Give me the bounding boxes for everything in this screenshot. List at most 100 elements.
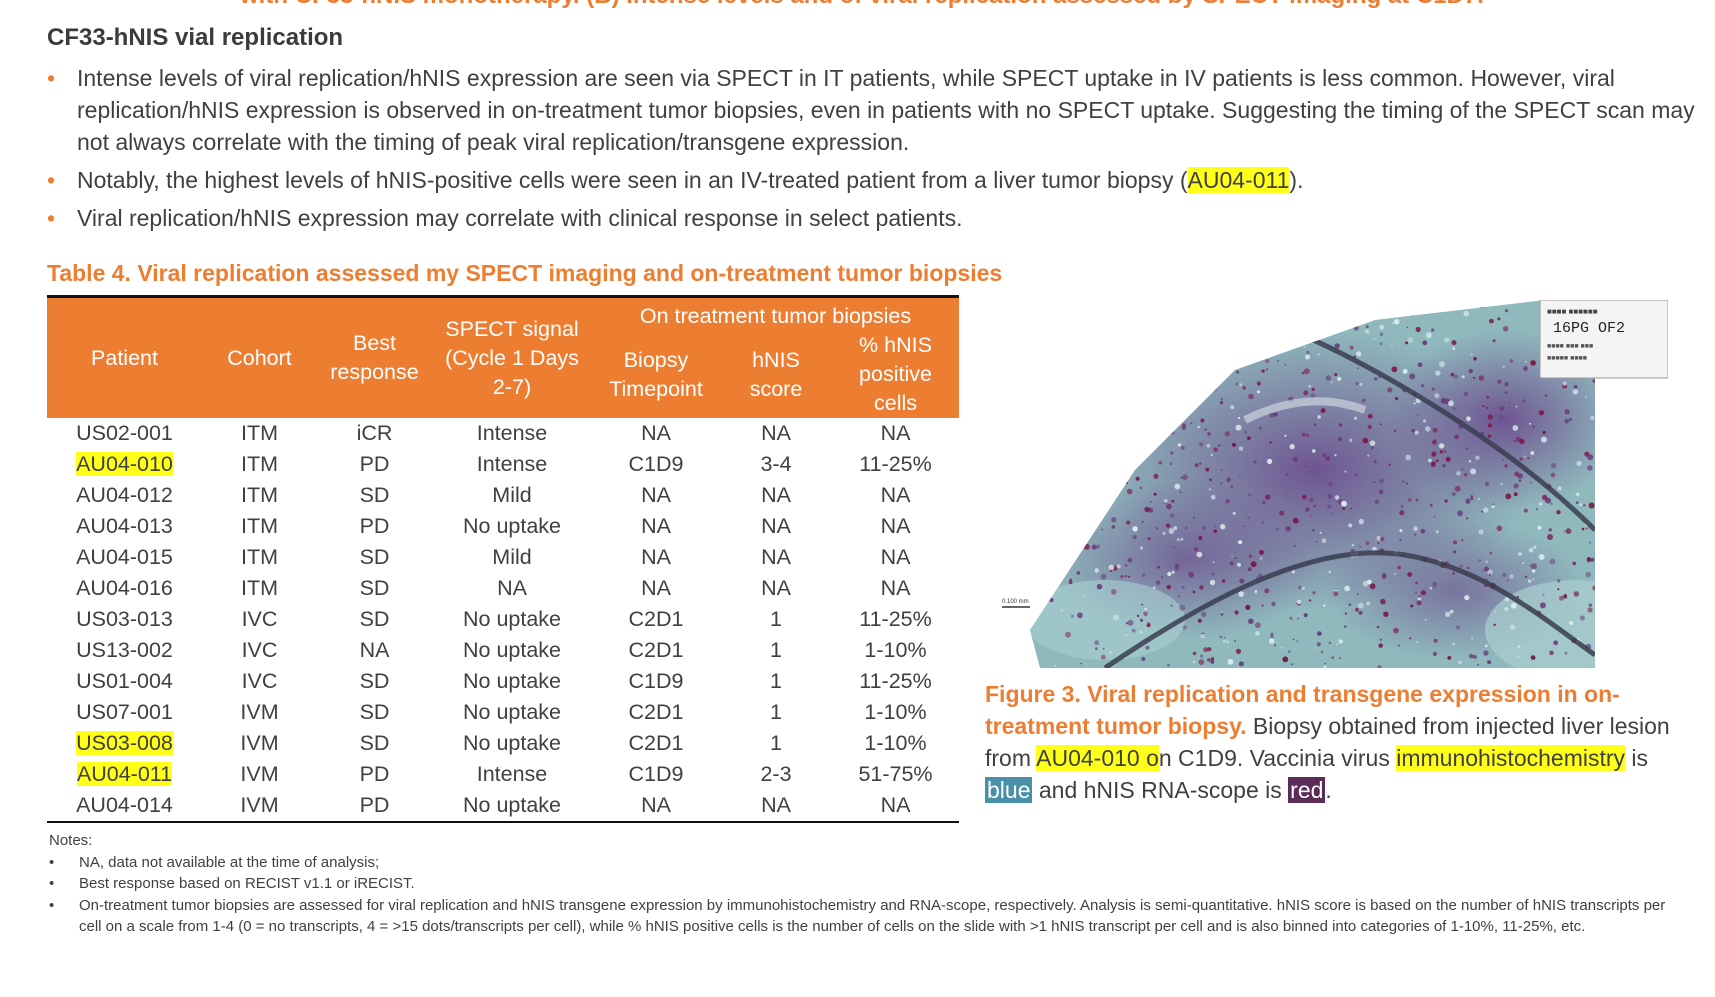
stain-speckle bbox=[1209, 579, 1216, 586]
stain-speckle bbox=[1120, 359, 1123, 362]
stain-speckle bbox=[1218, 444, 1221, 447]
stain-speckle bbox=[1230, 405, 1234, 409]
stain-speckle bbox=[1484, 644, 1488, 648]
stain-speckle bbox=[1519, 457, 1523, 461]
stain-speckle bbox=[1230, 485, 1233, 488]
stain-speckle bbox=[1454, 485, 1461, 492]
stain-speckle bbox=[1124, 564, 1128, 567]
slide-label bbox=[1539, 300, 1668, 379]
cell-cohort: ITM bbox=[240, 452, 279, 476]
stain-speckle bbox=[1164, 342, 1168, 345]
stain-speckle bbox=[1170, 451, 1174, 455]
stain-speckle bbox=[1048, 325, 1053, 331]
stain-speckle bbox=[1309, 497, 1314, 502]
stain-speckle bbox=[1508, 401, 1511, 404]
stain-speckle bbox=[1407, 337, 1414, 343]
stain-speckle bbox=[1050, 573, 1055, 577]
stain-speckle bbox=[1563, 530, 1566, 533]
stain-speckle bbox=[1525, 360, 1527, 363]
stain-speckle bbox=[1542, 430, 1546, 435]
stain-speckle bbox=[1236, 370, 1240, 374]
stain-speckle bbox=[1588, 541, 1591, 544]
stain-speckle bbox=[1122, 375, 1127, 380]
cell-biopsy-timepoint: C2D1 bbox=[628, 731, 684, 755]
stain-speckle bbox=[1338, 423, 1343, 427]
stain-speckle bbox=[1170, 430, 1175, 435]
cell-cohort: IVM bbox=[240, 793, 279, 817]
stain-speckle bbox=[1220, 524, 1226, 530]
stain-speckle bbox=[1258, 426, 1262, 430]
cell-hnis-positive: 1-10% bbox=[864, 731, 927, 755]
stain-speckle bbox=[1334, 454, 1337, 457]
stain-speckle bbox=[1481, 569, 1484, 572]
stain-speckle bbox=[1074, 543, 1078, 546]
stain-speckle bbox=[1090, 302, 1094, 306]
stain-speckle bbox=[1464, 595, 1470, 601]
stain-speckle bbox=[1452, 347, 1456, 350]
stain-speckle bbox=[1394, 572, 1397, 576]
stain-speckle bbox=[1381, 574, 1387, 579]
svg-text:■■■■■ ■■■■: ■■■■■ ■■■■ bbox=[1547, 355, 1587, 362]
stain-speckle bbox=[1054, 360, 1058, 364]
biopsy-micrograph: ■■■■ ■■■■■■ 16PG OF2 ■■■■ ■■■ ■■■ ■■■■■ … bbox=[985, 300, 1668, 668]
cell-biopsy-timepoint: NA bbox=[641, 545, 671, 569]
stain-speckle bbox=[1116, 564, 1121, 569]
stain-speckle bbox=[1224, 307, 1228, 312]
stain-speckle bbox=[1497, 379, 1502, 384]
stain-speckle bbox=[1291, 570, 1295, 574]
stain-speckle bbox=[1235, 648, 1241, 654]
stain-speckle bbox=[1310, 392, 1316, 398]
stain-speckle bbox=[1141, 369, 1145, 372]
stain-speckle bbox=[1473, 356, 1477, 361]
stain-speckle bbox=[1182, 625, 1187, 630]
stain-speckle bbox=[1100, 654, 1106, 660]
stain-speckle bbox=[1325, 375, 1332, 381]
cell-patient: AU04-010 bbox=[47, 449, 202, 480]
stain-speckle bbox=[1397, 565, 1401, 570]
stain-speckle bbox=[1433, 586, 1436, 589]
stain-speckle bbox=[1217, 303, 1221, 307]
stain-speckle bbox=[1533, 545, 1537, 549]
stain-speckle bbox=[1321, 538, 1327, 543]
stain-speckle bbox=[1265, 359, 1270, 363]
table-row: AU04-014 IVM PD No uptake NA NA NA bbox=[47, 790, 959, 822]
highlight-mark: US03-008 bbox=[76, 731, 173, 755]
stain-speckle bbox=[1308, 599, 1312, 602]
stain-speckle bbox=[1242, 356, 1249, 363]
stain-speckle bbox=[1060, 609, 1064, 612]
stain-speckle bbox=[1430, 504, 1433, 507]
stain-speckle bbox=[1098, 405, 1104, 411]
stain-speckle bbox=[1279, 313, 1282, 316]
stain-speckle bbox=[1499, 415, 1504, 419]
stain-speckle bbox=[1489, 551, 1493, 555]
stain-speckle bbox=[1505, 493, 1512, 500]
stain-speckle bbox=[1275, 527, 1279, 531]
table-row: AU04-015 ITM SD Mild NA NA NA bbox=[47, 542, 959, 573]
stain-speckle bbox=[1226, 477, 1231, 483]
stain-speckle bbox=[1501, 459, 1504, 462]
stain-speckle bbox=[1559, 595, 1564, 601]
stain-speckle bbox=[1349, 507, 1353, 510]
stain-speckle bbox=[1250, 561, 1257, 568]
note-item: On-treatment tumor biopsies are assessed… bbox=[49, 895, 1689, 938]
table-row: US03-008 IVM SD No uptake C2D1 1 1-10% bbox=[47, 728, 959, 759]
stain-speckle bbox=[1142, 316, 1149, 322]
stain-speckle bbox=[1226, 640, 1230, 644]
stain-speckle bbox=[1144, 607, 1148, 611]
stain-speckle bbox=[1070, 564, 1073, 567]
stain-speckle bbox=[1303, 613, 1308, 618]
stain-speckle bbox=[1211, 573, 1215, 576]
notes: Notes: NA, data not available at the tim… bbox=[49, 830, 1689, 938]
stain-speckle bbox=[1074, 330, 1077, 334]
stain-speckle bbox=[1095, 647, 1098, 650]
stain-speckle bbox=[1452, 572, 1455, 575]
stain-speckle bbox=[1478, 559, 1481, 562]
stain-speckle bbox=[1181, 586, 1185, 589]
stain-speckle bbox=[1166, 503, 1172, 510]
cell-hnis-score: 1 bbox=[770, 607, 782, 631]
stain-speckle bbox=[1293, 544, 1296, 547]
stain-speckle bbox=[1355, 381, 1359, 386]
note-item: NA, data not available at the time of an… bbox=[49, 852, 1689, 874]
stain-speckle bbox=[1092, 480, 1096, 484]
stain-speckle bbox=[1414, 533, 1417, 536]
